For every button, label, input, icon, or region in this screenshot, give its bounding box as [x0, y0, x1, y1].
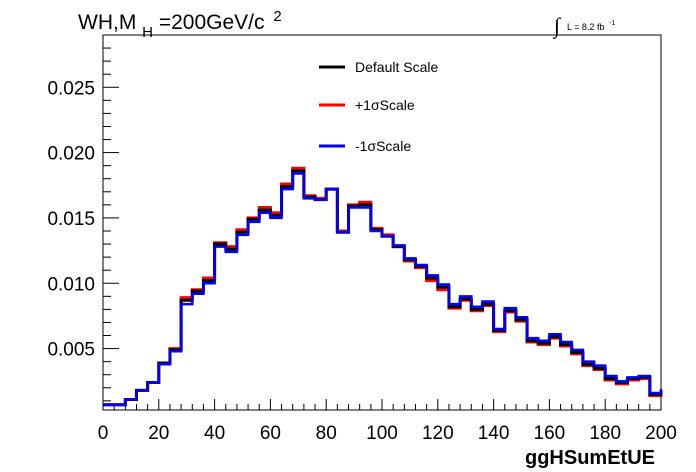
x-tick-label: 40 — [204, 423, 225, 444]
lumi-superscript: -1 — [609, 20, 615, 27]
x-tick-label: 20 — [148, 423, 169, 444]
x-tick-label: 0 — [98, 423, 109, 444]
x-tick-label: 200 — [645, 423, 677, 444]
lumi-text: L = 8.2 fb — [567, 22, 604, 32]
legend: Default Scale +1σScale -1σScale — [319, 59, 438, 154]
title-main: WH,M — [78, 11, 136, 34]
title-rest: =200GeV/c — [159, 11, 265, 34]
y-axis: 0.005 0.010 0.015 0.020 0.025 — [47, 34, 119, 402]
x-tick-label: 180 — [589, 423, 621, 444]
svg-text:WH,M H =200GeV/c: WH,M H =200GeV/c 2 — [78, 8, 282, 42]
x-axis: 0 20 40 60 80 100 120 140 160 180 200 — [98, 399, 677, 444]
series-2-line — [103, 172, 663, 407]
lumi-integral: ∫ — [552, 13, 562, 39]
title-subscript: H — [142, 24, 153, 41]
x-tick-label: 140 — [478, 423, 510, 444]
series-0-line — [103, 169, 663, 407]
x-tick-label: 80 — [316, 423, 337, 444]
lumi-label: ∫ L = 8.2 fb -1 — [552, 13, 615, 39]
x-tick-label: 160 — [534, 423, 566, 444]
y-tick-label: 0.005 — [47, 340, 95, 361]
y-tick-label: 0.015 — [47, 209, 95, 230]
x-tick-label: 120 — [422, 423, 454, 444]
series-layer — [103, 166, 663, 407]
x-tick-label: 60 — [260, 423, 281, 444]
y-tick-label: 0.020 — [47, 144, 95, 165]
x-axis-label: ggHSumEtUE — [525, 447, 655, 469]
legend-label-1: +1σScale — [355, 97, 415, 113]
y-tick-label: 0.010 — [47, 274, 95, 295]
chart-title: WH,M H =200GeV/c 2 — [78, 8, 282, 42]
title-superscript: 2 — [273, 8, 281, 25]
x-tick-label: 100 — [366, 423, 398, 444]
series-1-line — [103, 166, 663, 407]
svg-text:L = 8.2 fb -1: L = 8.2 fb -1 — [567, 20, 615, 32]
legend-label-0: Default Scale — [355, 59, 438, 75]
legend-label-2: -1σScale — [355, 138, 411, 154]
y-tick-label: 0.025 — [47, 78, 95, 99]
